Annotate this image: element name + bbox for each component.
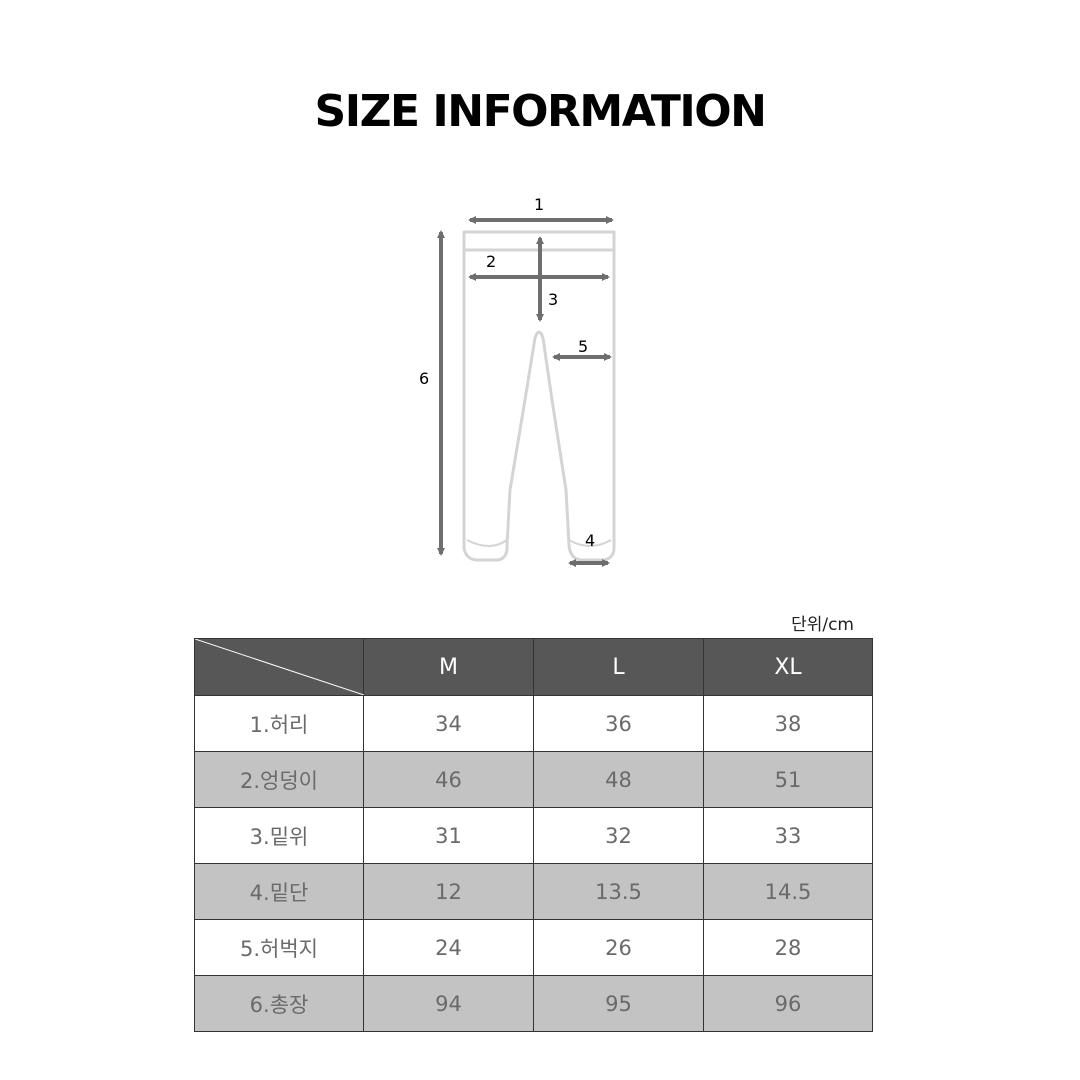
table-cell: 14.5 xyxy=(703,863,873,920)
corner-cell xyxy=(194,638,364,696)
table-cell: 13.5 xyxy=(533,863,704,920)
table-row: 4.밑단 12 13.5 14.5 xyxy=(194,863,873,920)
table-cell: 26 xyxy=(533,919,704,976)
page-title: SIZE INFORMATION xyxy=(314,86,767,137)
size-table: M L XL 1.허리 34 36 38 2.엉덩이 46 48 51 3.밑위… xyxy=(194,638,873,1032)
table-cell: 33 xyxy=(703,807,873,864)
row-label: 1.허리 xyxy=(194,695,364,752)
table-cell: 38 xyxy=(703,695,873,752)
table-row: 5.허벅지 24 26 28 xyxy=(194,919,873,976)
label-1: 1 xyxy=(534,195,544,214)
table-cell: 36 xyxy=(533,695,704,752)
row-label: 2.엉덩이 xyxy=(194,751,364,808)
table-cell: 46 xyxy=(363,751,534,808)
label-3: 3 xyxy=(548,290,558,309)
table-cell: 12 xyxy=(363,863,534,920)
label-6: 6 xyxy=(419,369,429,388)
row-label: 4.밑단 xyxy=(194,863,364,920)
table-cell: 28 xyxy=(703,919,873,976)
table-cell: 24 xyxy=(363,919,534,976)
table-cell: 96 xyxy=(703,975,873,1032)
table-cell: 48 xyxy=(533,751,704,808)
table-cell: 31 xyxy=(363,807,534,864)
table-cell: 34 xyxy=(363,695,534,752)
row-label: 3.밑위 xyxy=(194,807,364,864)
pants-measurement-diagram: 1 2 3 5 4 6 xyxy=(419,195,616,567)
table-row: 1.허리 34 36 38 xyxy=(194,695,873,752)
table-cell: 51 xyxy=(703,751,873,808)
label-2: 2 xyxy=(486,252,496,271)
table-row: 2.엉덩이 46 48 51 xyxy=(194,751,873,808)
label-4: 4 xyxy=(585,531,595,550)
table-cell: 95 xyxy=(533,975,704,1032)
column-header-xl: XL xyxy=(703,638,873,696)
label-5: 5 xyxy=(578,337,588,356)
row-label: 5.허벅지 xyxy=(194,919,364,976)
table-cell: 32 xyxy=(533,807,704,864)
column-header-l: L xyxy=(533,638,704,696)
table-header-row: M L XL xyxy=(194,638,873,696)
table-row: 3.밑위 31 32 33 xyxy=(194,807,873,864)
column-header-m: M xyxy=(363,638,534,696)
table-cell: 94 xyxy=(363,975,534,1032)
table-row: 6.총장 94 95 96 xyxy=(194,975,873,1032)
row-label: 6.총장 xyxy=(194,975,364,1032)
unit-label: 단위/cm xyxy=(791,615,854,635)
